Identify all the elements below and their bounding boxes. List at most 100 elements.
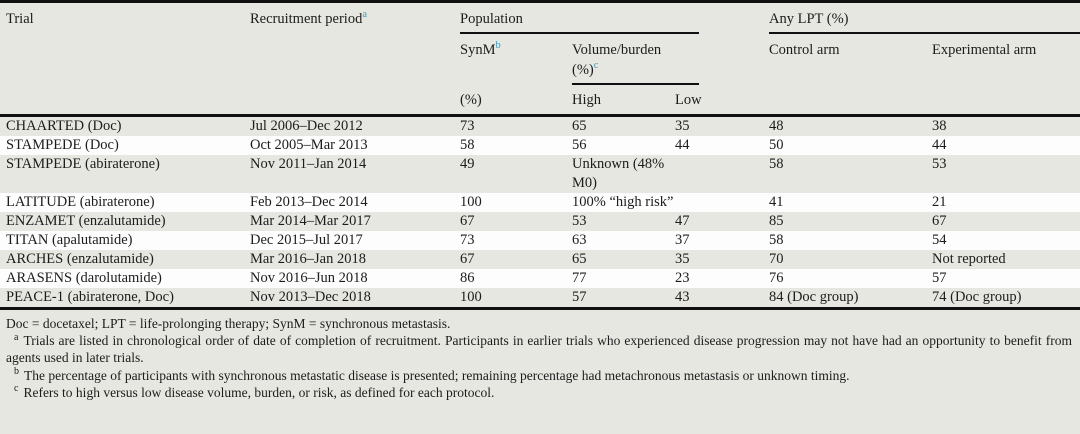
cell-period: Feb 2013–Dec 2014 [250,194,368,210]
experimental-arm-label: Experimental arm [932,42,1037,58]
cell-control: 76 [769,270,784,286]
cell-experimental: 57 [932,270,947,286]
cell-control: 84 (Doc group) [769,289,859,305]
cell-low: 35 [675,251,690,267]
cell-control: 48 [769,118,784,134]
cell-period: Nov 2016–Jun 2018 [250,270,368,286]
table-body: CHAARTED (Doc) Jul 2006–Dec 2012 73 65 3… [0,116,1080,309]
cell-period: Oct 2005–Mar 2013 [250,137,368,153]
cell-experimental: 38 [932,118,947,134]
column-header-recruitment-period: Recruitment perioda [250,2,460,116]
table-row: STAMPEDE (Doc) Oct 2005–Mar 2013 58 56 4… [0,136,1080,155]
table-row: LATITUDE (abiraterone) Feb 2013–Dec 2014… [0,193,1080,212]
column-header-recruitment-label: Recruitment period [250,11,363,27]
cell-volume-span: 100% “high risk” [572,193,769,212]
cell-control: 70 [769,251,784,267]
cell-control: 58 [769,232,784,248]
cell-low: 35 [675,118,690,134]
column-header-high: High [572,85,675,116]
footnote-c-text: Refers to high versus low disease volume… [23,384,495,400]
cell-experimental: 53 [932,156,947,172]
column-group-any-lpt: Any LPT (%) [769,2,1080,34]
cell-high: 56 [572,137,587,153]
cell-period: Jul 2006–Dec 2012 [250,118,363,134]
high-label: High [572,92,601,108]
footnote-a-marker: a [14,331,19,343]
footnotes-section: Doc = docetaxel; LPT = life-prolonging t… [0,310,1080,401]
cell-high: 53 [572,213,587,229]
column-header-synm: SynMb [460,34,572,85]
cell-trial: LATITUDE (abiraterone) [6,194,155,210]
cell-low: 44 [675,137,690,153]
cell-experimental: 54 [932,232,947,248]
cell-trial: TITAN (apalutamide) [6,232,133,248]
low-label: Low [675,92,702,108]
cell-synm: 67 [460,251,475,267]
cell-synm: 100 [460,194,482,210]
cell-period: Dec 2015–Jul 2017 [250,232,363,248]
cell-low: 43 [675,289,690,305]
footnote-c-marker: c [14,383,19,395]
cell-experimental: 67 [932,213,947,229]
column-header-low: Low [675,85,769,116]
cell-low: 23 [675,270,690,286]
table-row: ARCHES (enzalutamide) Mar 2016–Jan 2018 … [0,250,1080,269]
volume-burden-underline: Volume/burden (%)c [572,40,699,85]
cell-period: Mar 2014–Mar 2017 [250,213,371,229]
synm-unit-label: (%) [460,92,482,108]
cell-high: 65 [572,251,587,267]
cell-high: 63 [572,232,587,248]
column-header-trial: Trial [0,2,250,116]
table-row: ARASENS (darolutamide) Nov 2016–Jun 2018… [0,269,1080,288]
cell-control: 41 [769,194,784,210]
column-header-control-arm: Control arm [769,34,932,116]
cell-synm: 86 [460,270,475,286]
footnote-a-text: Trials are listed in chronological order… [6,333,1072,366]
cell-trial: ARCHES (enzalutamide) [6,251,154,267]
cell-synm: 73 [460,232,475,248]
cell-trial: STAMPEDE (Doc) [6,137,119,153]
any-lpt-group-underline: Any LPT (%) [769,9,1080,34]
population-group-underline: Population [460,9,699,34]
column-header-experimental-arm: Experimental arm [932,34,1080,116]
cell-trial: PEACE-1 (abiraterone, Doc) [6,289,174,305]
table-row: CHAARTED (Doc) Jul 2006–Dec 2012 73 65 3… [0,116,1080,137]
volume-span-text: 100% “high risk” [572,194,674,210]
footnote-b: b The percentage of participants with syn… [6,367,1072,384]
cell-trial: ARASENS (darolutamide) [6,270,162,286]
cell-control: 58 [769,156,784,172]
table-row: ENZAMET (enzalutamide) Mar 2014–Mar 2017… [0,212,1080,231]
cell-synm: 73 [460,118,475,134]
column-header-synm-unit: (%) [460,85,572,116]
footnote-a: a Trials are listed in chronological orde… [6,332,1072,366]
trials-table: Trial Recruitment perioda Population Any… [0,0,1080,309]
cell-high: 65 [572,118,587,134]
cell-volume-span: Unknown (48% M0) [572,155,769,193]
cell-period: Nov 2013–Dec 2018 [250,289,371,305]
footnote-ref-a: a [362,9,368,21]
cell-synm: 49 [460,156,475,172]
cell-high: 57 [572,289,587,305]
cell-synm: 67 [460,213,475,229]
volume-burden-label-line2: (%) [572,62,594,78]
footnote-ref-c: c [593,60,599,72]
column-header-trial-label: Trial [6,11,34,27]
table-header: Trial Recruitment perioda Population Any… [0,2,1080,116]
cell-trial: CHAARTED (Doc) [6,118,122,134]
table-row: TITAN (apalutamide) Dec 2015–Jul 2017 73… [0,231,1080,250]
cell-experimental: 21 [932,194,947,210]
cell-trial: STAMPEDE (abiraterone) [6,156,160,172]
cell-experimental: 74 (Doc group) [932,289,1022,305]
cell-period: Nov 2011–Jan 2014 [250,156,367,172]
footnote-b-text: The percentage of participants with sync… [24,367,850,383]
control-arm-label: Control arm [769,42,840,58]
volume-span-text: Unknown (48% M0) [572,156,665,191]
cell-synm: 100 [460,289,482,305]
footnote-b-marker: b [14,366,19,378]
any-lpt-group-label: Any LPT (%) [769,11,849,27]
cell-high: 77 [572,270,587,286]
abbreviations-line: Doc = docetaxel; LPT = life-prolonging t… [6,316,451,331]
population-group-label: Population [460,11,523,27]
cell-low: 47 [675,213,690,229]
